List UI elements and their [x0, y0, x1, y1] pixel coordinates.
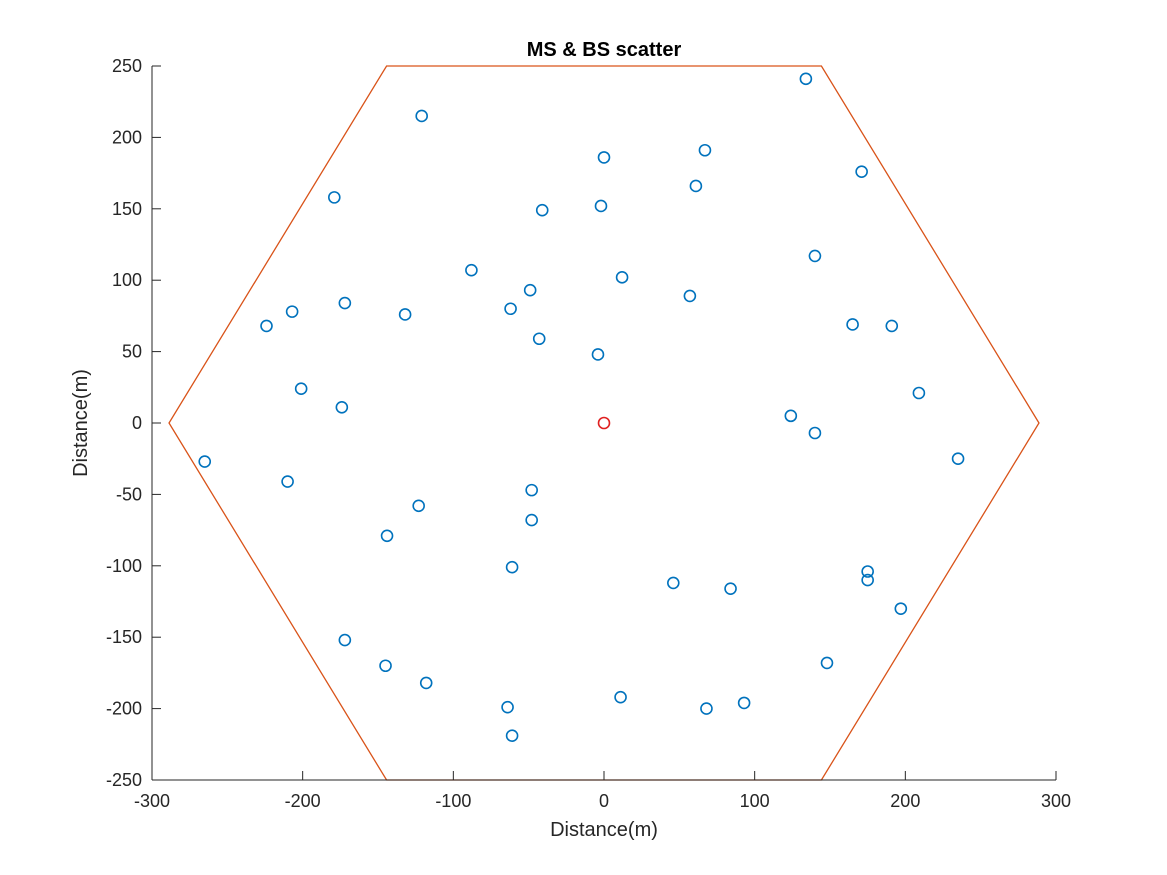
y-tick-label: -250	[106, 770, 142, 790]
y-tick-label: 250	[112, 56, 142, 76]
mobile-station-point	[597, 151, 611, 164]
x-axis-title: Distance(m)	[550, 819, 658, 841]
mobile-station-point	[820, 656, 834, 670]
y-tick-label: -150	[106, 627, 142, 647]
y-tick-label: 100	[112, 270, 142, 290]
mobile-station-point	[808, 426, 822, 440]
mobile-station-point	[724, 582, 737, 595]
base-station-point	[597, 416, 611, 430]
x-tick-label: 100	[740, 791, 770, 811]
mobile-station-point	[328, 191, 341, 204]
mobile-station-point	[260, 319, 273, 333]
mobile-station-point	[504, 302, 517, 316]
mobile-station-point	[683, 289, 697, 303]
x-tick-label: 300	[1041, 791, 1071, 811]
mobile-station-point	[784, 409, 798, 423]
mobile-station-point	[689, 179, 703, 193]
mobile-station-point	[380, 529, 394, 543]
mobile-station-point	[285, 305, 299, 318]
y-tick-label: 200	[112, 127, 142, 147]
hexagon-boundary	[168, 65, 1040, 781]
mobile-station-point	[338, 296, 352, 310]
axes: -300 -200 -100 0 100 200 300 -250 -200 -150 -100 -5…	[106, 56, 1071, 811]
y-tick-label: 50	[122, 342, 142, 362]
mobile-station-point	[535, 203, 549, 217]
mobile-station-point	[525, 483, 538, 497]
mobile-station-point	[855, 165, 868, 178]
x-tick-label: -200	[285, 791, 321, 811]
mobile-station-point	[885, 319, 899, 333]
mobile-station-point	[799, 72, 813, 86]
mobile-station-point	[198, 455, 212, 468]
mobile-station-point	[335, 400, 349, 414]
mobile-station-point	[614, 690, 627, 704]
mobile-station-point	[505, 729, 519, 743]
y-tick-label: -50	[116, 484, 142, 504]
plot-area	[168, 65, 1040, 781]
mobile-station-point	[861, 565, 874, 578]
x-tick-label: 0	[599, 791, 609, 811]
y-tick-label: -100	[106, 556, 142, 576]
mobile-station-point	[951, 452, 965, 466]
y-axis-title: Distance(m)	[70, 369, 92, 477]
mobile-station-point	[737, 696, 751, 710]
mobile-station-point	[808, 249, 822, 263]
x-tick-label: 200	[890, 791, 920, 811]
mobile-station-point	[412, 499, 425, 513]
chart-title: MS & BS scatter	[527, 39, 682, 61]
mobile-station-point	[894, 602, 908, 615]
mobile-station-point	[465, 263, 478, 277]
mobile-station-point	[505, 560, 519, 574]
mobile-station-point	[525, 513, 538, 527]
mobile-station-point	[523, 283, 537, 297]
mobile-station-point	[415, 109, 428, 123]
mobile-station-point	[398, 308, 412, 321]
y-tick-label: 150	[112, 199, 142, 219]
mobile-station-point	[532, 332, 546, 346]
mobile-station-point	[700, 702, 713, 715]
mobile-station-point	[698, 143, 712, 157]
mobile-station-point	[846, 318, 859, 331]
mobile-station-point	[294, 382, 308, 396]
mobile-station-point	[912, 386, 926, 400]
mobile-station-point	[861, 573, 874, 587]
mobile-station-point	[419, 676, 433, 690]
y-tick-label: -200	[106, 699, 142, 719]
mobile-station-point	[615, 271, 629, 284]
mobile-station-point	[338, 633, 352, 647]
y-tick-label: 0	[132, 413, 142, 433]
x-tick-label: -100	[435, 791, 471, 811]
mobile-station-point	[501, 700, 514, 714]
mobile-station-point	[379, 659, 392, 673]
mobile-station-point	[667, 576, 680, 590]
mobile-station-point	[591, 348, 605, 361]
x-tick-label: -300	[134, 791, 170, 811]
mobile-station-point	[594, 199, 608, 213]
mobile-station-point	[281, 475, 294, 488]
